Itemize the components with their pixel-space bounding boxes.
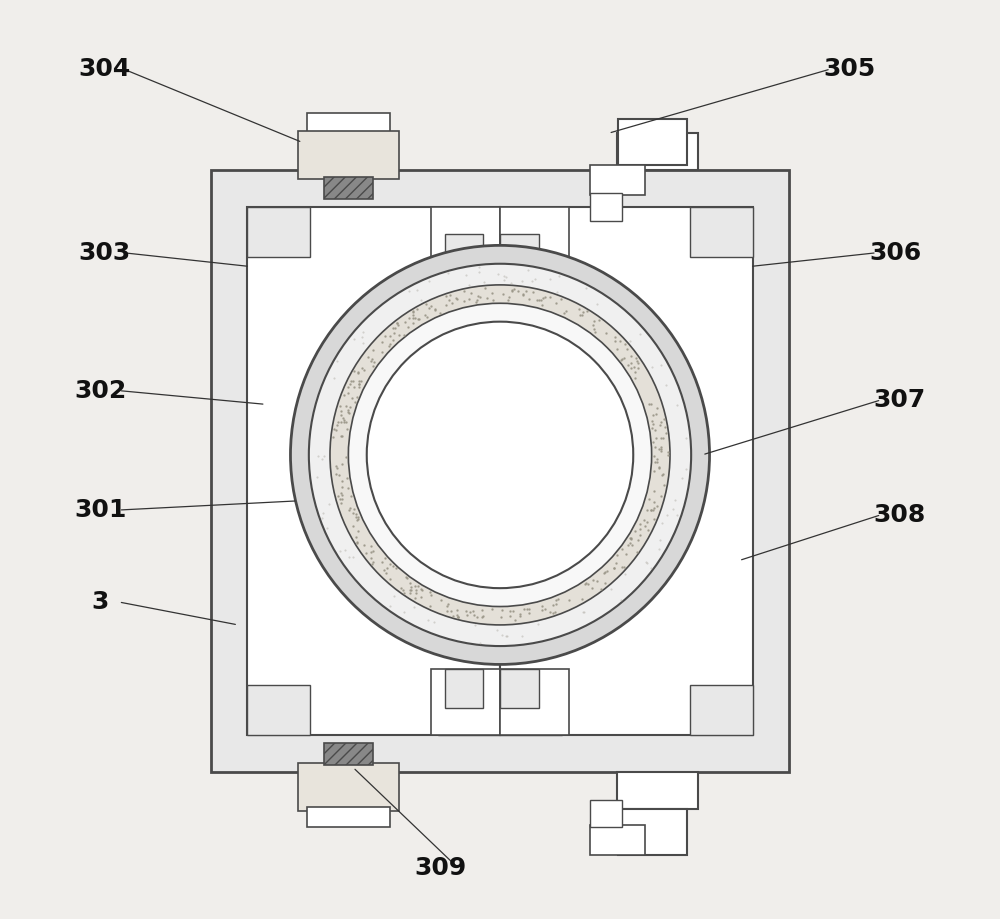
Text: 306: 306	[869, 241, 921, 265]
Text: 304: 304	[79, 57, 131, 81]
Text: 302: 302	[74, 379, 126, 403]
Bar	[590, 165, 645, 195]
Bar	[500, 685, 562, 735]
Bar	[690, 685, 753, 735]
Text: 301: 301	[74, 498, 126, 522]
Text: 3: 3	[92, 590, 109, 614]
Bar	[590, 800, 622, 827]
Text: 308: 308	[874, 503, 926, 527]
Bar	[298, 763, 399, 811]
Bar	[247, 685, 310, 735]
Text: 303: 303	[79, 241, 131, 265]
Text: 305: 305	[823, 57, 875, 81]
Bar	[324, 177, 373, 199]
Bar	[618, 809, 687, 855]
Text: 307: 307	[874, 388, 926, 412]
Bar	[211, 170, 789, 772]
Bar	[500, 669, 539, 708]
Bar	[302, 772, 383, 809]
Bar	[302, 133, 383, 170]
Bar	[500, 207, 753, 735]
Circle shape	[348, 303, 652, 607]
Circle shape	[309, 264, 691, 646]
Bar	[617, 772, 698, 809]
Bar	[500, 234, 539, 273]
Bar	[445, 669, 483, 708]
Bar	[298, 131, 399, 179]
Bar	[438, 207, 500, 257]
Bar	[445, 234, 483, 273]
Bar	[307, 807, 390, 827]
Bar	[307, 113, 390, 133]
Circle shape	[290, 245, 710, 664]
Bar	[247, 207, 310, 257]
Bar	[500, 207, 562, 257]
Bar	[617, 133, 698, 170]
Bar	[431, 207, 500, 273]
Bar	[431, 669, 500, 735]
Bar	[500, 669, 569, 735]
Bar	[438, 685, 500, 735]
Circle shape	[367, 322, 633, 588]
Circle shape	[330, 285, 670, 625]
Text: 309: 309	[414, 857, 466, 880]
Bar	[618, 119, 687, 165]
Bar	[324, 743, 373, 765]
Bar	[590, 825, 645, 855]
Bar	[590, 193, 622, 221]
Bar	[500, 207, 569, 273]
Bar	[690, 207, 753, 257]
Bar	[247, 207, 500, 735]
